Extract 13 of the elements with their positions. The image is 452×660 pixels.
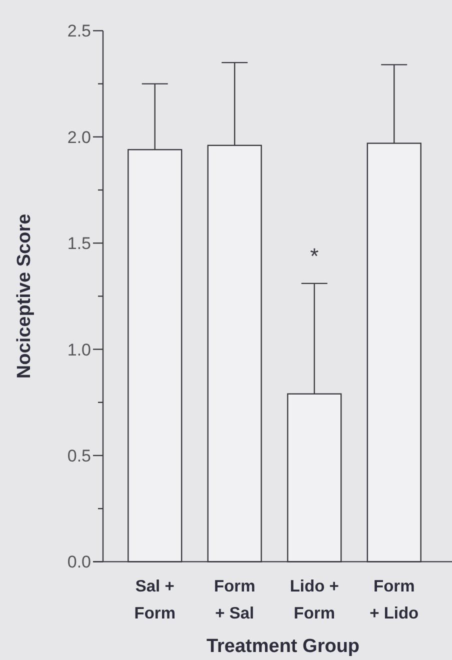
- y-tick-label: 2.5: [67, 22, 91, 41]
- x-axis-title: Treatment Group: [206, 636, 360, 657]
- y-tick-label: 1.0: [67, 340, 91, 360]
- y-tick-label: 1.5: [67, 234, 91, 254]
- x-tick-label: Form + Sal: [214, 578, 256, 623]
- x-tick-label: Sal + Form: [134, 578, 176, 623]
- y-tick-label: 0.5: [67, 446, 91, 466]
- y-tick-label: 2.0: [67, 128, 91, 147]
- x-tick-label: Form + Lido: [370, 578, 419, 623]
- x-tick-label: Lido + Form: [290, 578, 339, 623]
- annotation: *: [310, 243, 320, 268]
- y-tick-label: 0.0: [67, 552, 91, 572]
- y-axis-title: Nociceptive Score: [14, 214, 35, 379]
